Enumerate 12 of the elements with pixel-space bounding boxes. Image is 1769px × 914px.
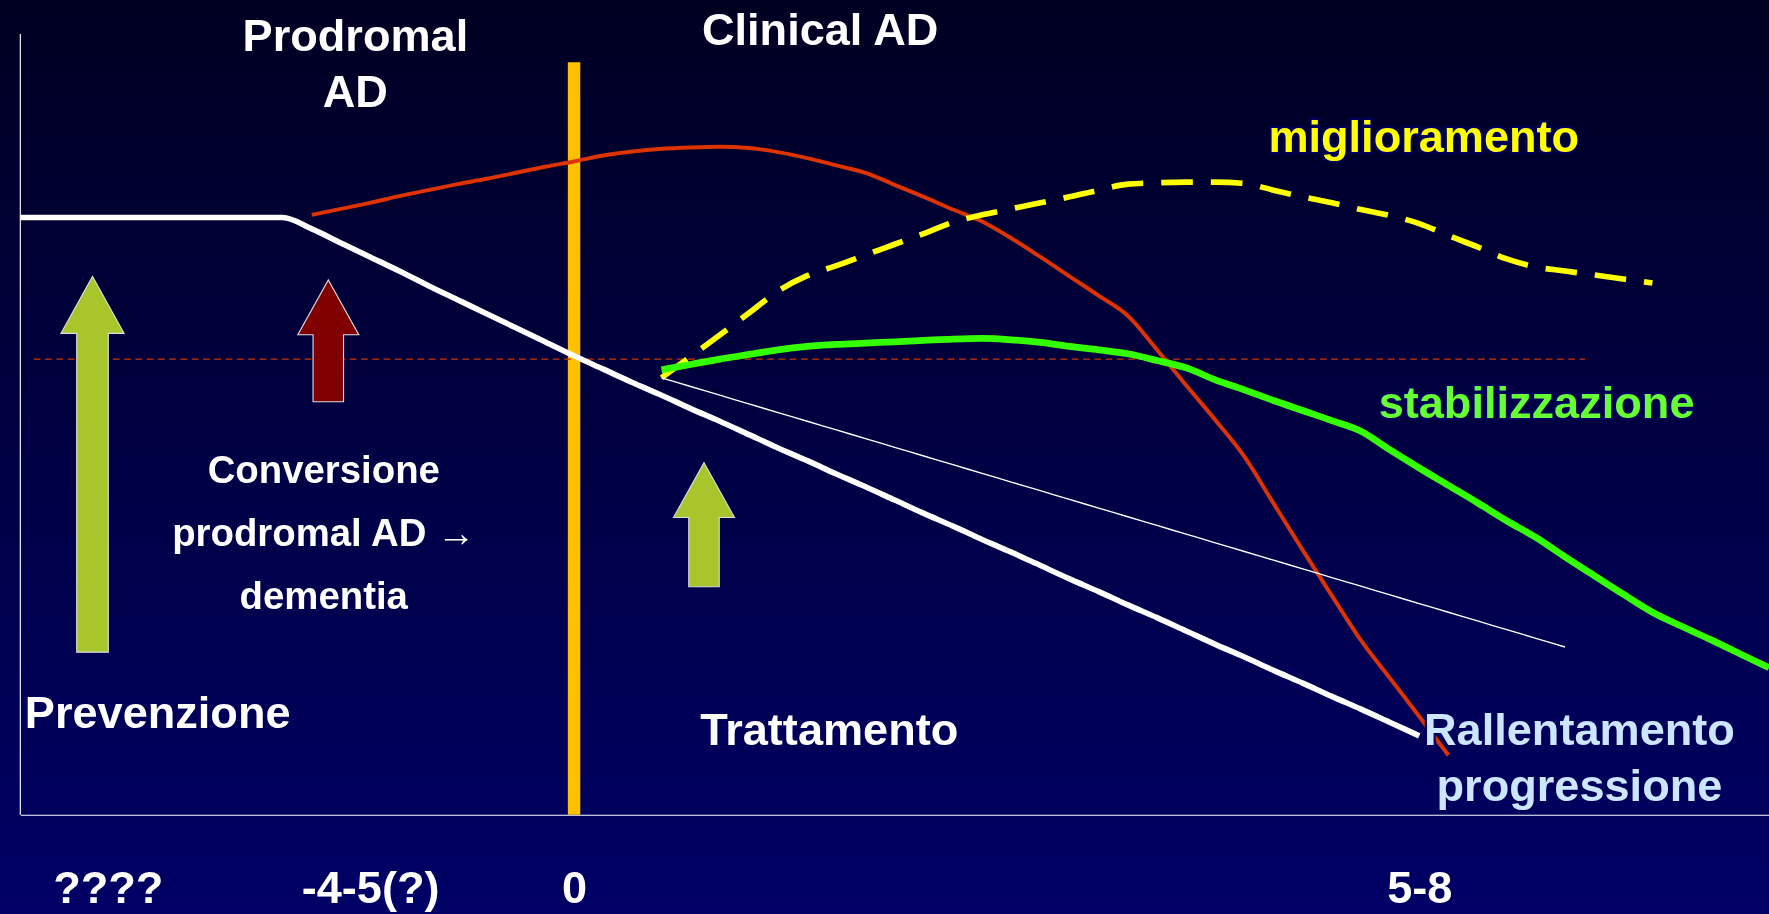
x-tick-label: 5-8 [1387, 862, 1453, 914]
x-tick-label: 0 [562, 862, 588, 914]
annotation: Trattamento [700, 703, 959, 755]
annotation: Conversione prodromal AD → dementia [172, 447, 476, 618]
text: Prodromal AD [242, 9, 469, 118]
x-tick-label: ???? [53, 862, 164, 914]
annotation: Prevenzione [24, 686, 291, 738]
x-tick-label: -4-5(?) [301, 862, 440, 914]
series-label: stabilizzazione [1378, 376, 1695, 428]
series-label: miglioramento [1268, 111, 1580, 163]
text: Clinical AD [701, 4, 939, 56]
series-label: Rallentamento progressione [1424, 703, 1735, 812]
